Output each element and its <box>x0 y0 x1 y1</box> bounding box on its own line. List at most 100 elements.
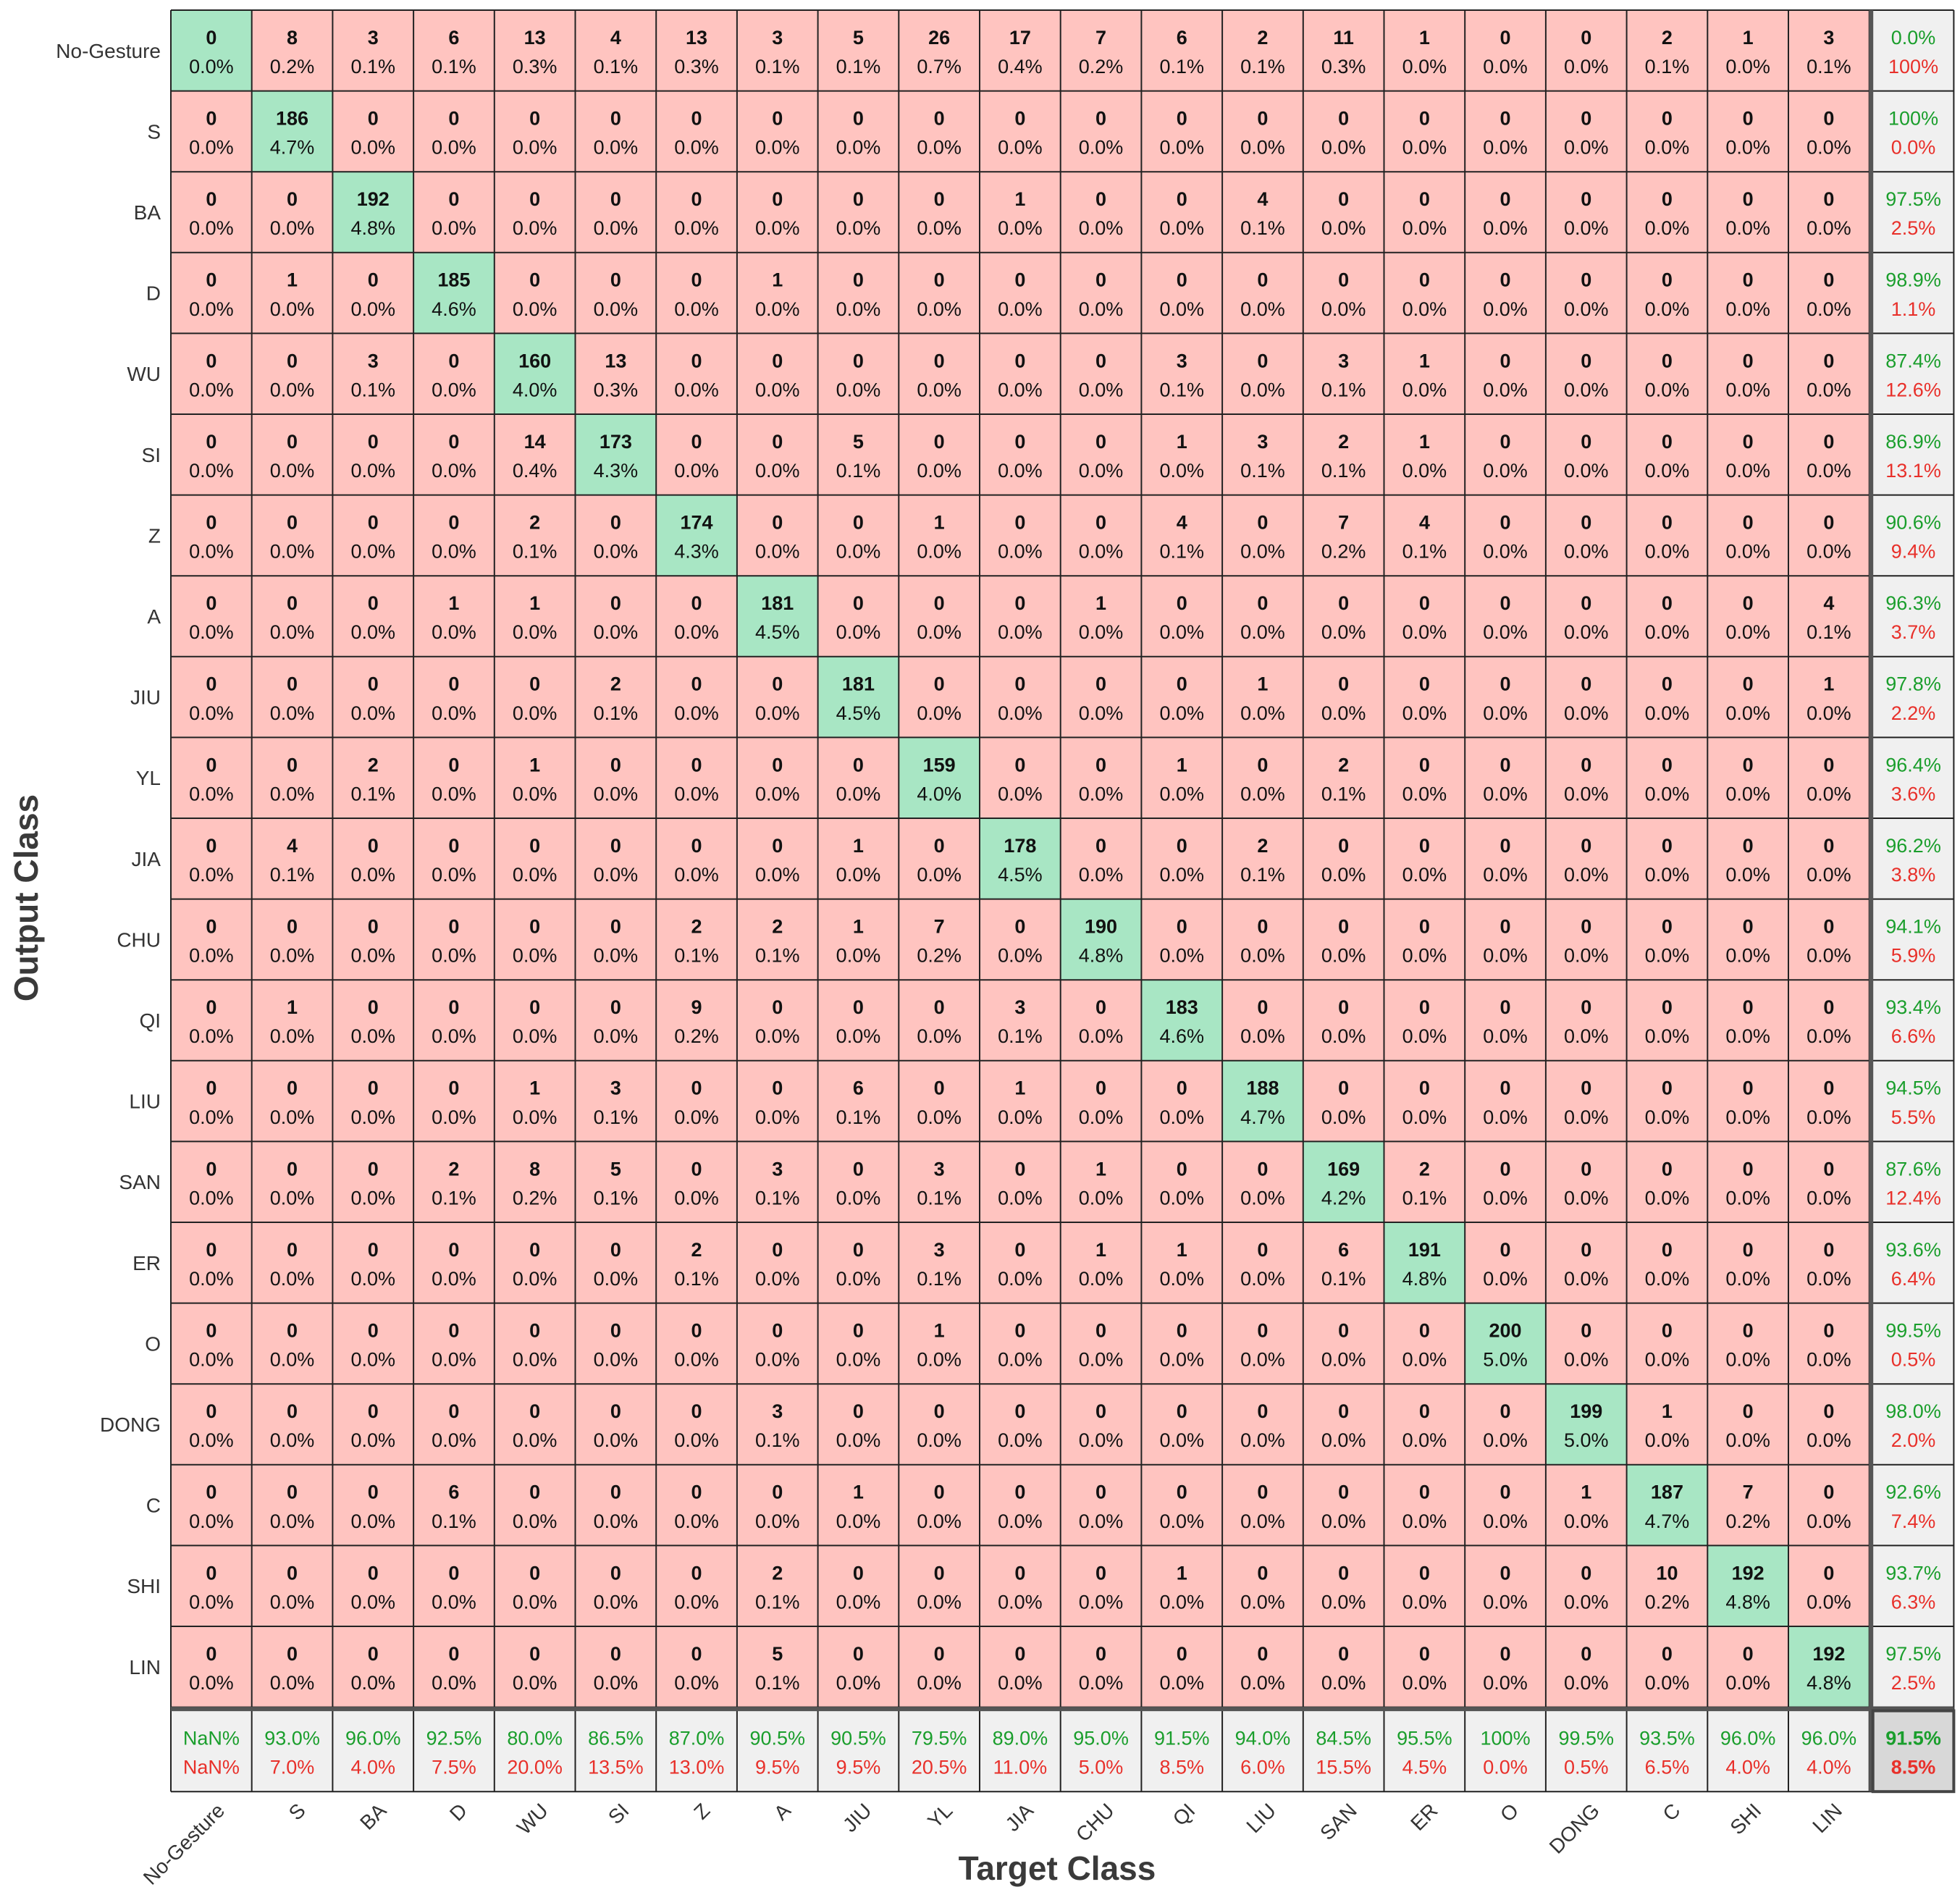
cell-percent: 4.8% <box>1402 1268 1447 1290</box>
cell-percent: 0.0% <box>513 137 558 159</box>
cell-percent: 0.0% <box>1240 1187 1285 1209</box>
cell-percent: 0.0% <box>1402 137 1447 159</box>
cell-percent: 0.1% <box>1321 783 1366 804</box>
cell-count: 0 <box>1823 1239 1834 1261</box>
cell-percent: 0.0% <box>1079 379 1124 400</box>
matrix-cell <box>1222 1303 1303 1385</box>
cell-count: 0 <box>448 431 459 453</box>
cell-count: 0 <box>610 754 621 776</box>
overall-cell <box>1872 1710 1954 1792</box>
y-tick-label: JIA <box>132 848 161 870</box>
cell-percent: 0.0% <box>1240 298 1285 320</box>
matrix-cell <box>656 252 737 334</box>
cell-percent: 0.0% <box>1402 1672 1447 1694</box>
cell-percent: 0.0% <box>836 541 881 563</box>
cell-percent: 0.0% <box>755 217 800 239</box>
matrix-cell <box>980 899 1061 980</box>
cell-percent: 0.0% <box>513 621 558 643</box>
cell-count: 0 <box>1500 511 1511 533</box>
matrix-cell <box>1384 576 1465 657</box>
cell-count: 0 <box>691 1077 702 1099</box>
cell-percent: 0.0% <box>755 1268 800 1290</box>
matrix-cell <box>980 252 1061 334</box>
cell-percent: 0.3% <box>594 379 639 400</box>
cell-percent: 0.1% <box>350 783 395 804</box>
matrix-cell <box>332 899 414 980</box>
cell-percent: 0.0% <box>189 1510 234 1532</box>
cell-count: 0 <box>1338 835 1349 857</box>
matrix-cell <box>575 252 657 334</box>
cell-count: 0 <box>772 673 783 695</box>
cell-count: 0 <box>1177 1077 1187 1099</box>
cell-count: 0 <box>206 915 216 937</box>
cell-count: 0 <box>206 754 216 776</box>
matrix-cell <box>656 1545 737 1626</box>
cell-count: 0 <box>1419 188 1430 210</box>
matrix-cell <box>413 980 495 1061</box>
cell-percent: 0.0% <box>1483 783 1528 804</box>
matrix-cell <box>1545 10 1627 91</box>
matrix-cell <box>1545 1141 1627 1222</box>
cell-count: 0 <box>448 673 459 695</box>
row-precision: 100% <box>1888 107 1938 129</box>
cell-count: 0 <box>287 188 298 210</box>
cell-percent: 0.0% <box>189 702 234 724</box>
cell-percent: 0.0% <box>1807 379 1851 400</box>
cell-percent: 0.0% <box>1725 217 1770 239</box>
matrix-cell <box>899 10 980 91</box>
cell-count: 0 <box>529 996 540 1018</box>
cell-count: 0 <box>691 1158 702 1180</box>
cell-count: 0 <box>1823 996 1834 1018</box>
row-summary-cell <box>1872 1060 1954 1142</box>
row-summary-cell <box>1872 1141 1954 1222</box>
row-error: 13.1% <box>1885 460 1941 482</box>
cell-count: 0 <box>1257 350 1268 371</box>
matrix-cell <box>1222 1141 1303 1222</box>
cell-count: 192 <box>357 188 390 210</box>
col-recall: 100% <box>1481 1727 1531 1749</box>
cell-percent: 0.0% <box>432 1106 476 1128</box>
row-precision: 90.6% <box>1885 511 1941 533</box>
matrix-cell <box>332 576 414 657</box>
matrix-cell <box>1788 1141 1869 1222</box>
cell-count: 0 <box>1257 511 1268 533</box>
matrix-cell <box>1707 1141 1788 1222</box>
cell-percent: 0.0% <box>189 864 234 886</box>
matrix-cell <box>1303 1384 1384 1465</box>
matrix-cell <box>1545 1626 1627 1707</box>
cell-count: 0 <box>853 1319 864 1341</box>
cell-count: 0 <box>934 1643 945 1665</box>
cell-count: 0 <box>1743 1400 1754 1422</box>
cell-count: 0 <box>1823 1158 1834 1180</box>
cell-count: 1 <box>853 1482 864 1503</box>
matrix-cell <box>1141 172 1223 253</box>
matrix-cell <box>1465 252 1546 334</box>
row-error: 5.9% <box>1891 945 1936 967</box>
cell-count: 7 <box>1095 27 1106 49</box>
cell-count: 0 <box>448 835 459 857</box>
cell-percent: 0.0% <box>594 137 639 159</box>
y-tick-label: YL <box>136 767 161 789</box>
matrix-cell <box>1222 495 1303 576</box>
cell-percent: 0.0% <box>1079 1187 1124 1209</box>
cell-count: 0 <box>368 996 379 1018</box>
cell-count: 0 <box>1662 592 1673 614</box>
cell-count: 0 <box>1743 1158 1754 1180</box>
cell-percent: 0.0% <box>513 1591 558 1613</box>
matrix-cell <box>1707 1222 1788 1303</box>
cell-count: 0 <box>1257 996 1268 1018</box>
cell-percent: 0.0% <box>674 621 719 643</box>
cell-percent: 0.0% <box>270 460 315 482</box>
matrix-cell <box>1141 980 1223 1061</box>
cell-count: 187 <box>1651 1482 1683 1503</box>
cell-count: 0 <box>1014 1643 1025 1665</box>
matrix-cell <box>251 91 333 172</box>
cell-percent: 0.0% <box>1321 1429 1366 1451</box>
col-error: 4.0% <box>1725 1757 1770 1778</box>
cell-percent: 4.6% <box>1159 1025 1204 1047</box>
cell-percent: 0.0% <box>270 1672 315 1694</box>
cell-count: 0 <box>206 350 216 371</box>
cell-count: 181 <box>842 673 875 695</box>
cell-percent: 0.1% <box>1321 460 1366 482</box>
matrix-cell <box>1788 495 1869 576</box>
